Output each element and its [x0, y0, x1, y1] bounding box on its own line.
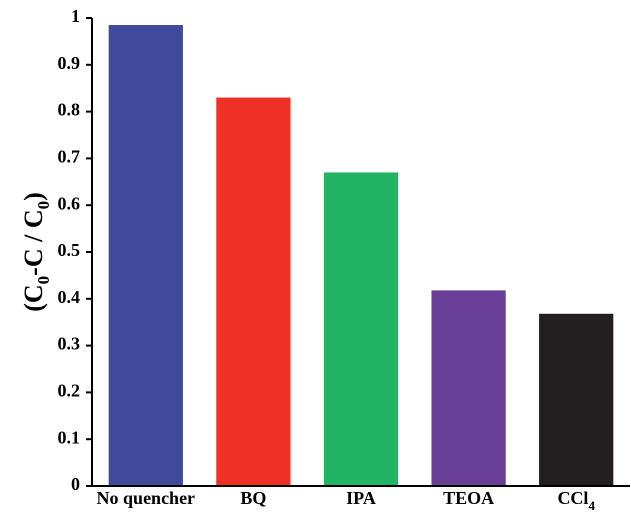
bar: [108, 25, 183, 487]
y-tick-label: 0.4: [58, 287, 81, 307]
bars-group: [108, 25, 614, 487]
y-tick-label: 0.6: [58, 193, 81, 213]
y-axis-title-prefix: (C: [19, 284, 48, 311]
y-tick-label: 0.7: [58, 147, 81, 167]
x-category-label: No quencher: [97, 488, 196, 508]
y-tick-label: 0.9: [58, 53, 81, 73]
y-tick-label: 0.3: [58, 334, 81, 354]
x-category-label: BQ: [240, 488, 266, 508]
x-category-label: IPA: [346, 488, 376, 508]
bar: [431, 290, 506, 486]
x-category-label: TEOA: [443, 488, 494, 508]
x-category-label: CCl4: [557, 488, 595, 513]
bar: [216, 97, 291, 486]
y-tick-label: 0.1: [58, 427, 81, 447]
y-axis-title-sub1: 0: [34, 276, 53, 285]
y-axis-title-suffix: ): [19, 192, 48, 201]
y-tick-label: 0.5: [58, 240, 81, 260]
y-tick-label: 0: [71, 474, 80, 494]
y-ticks-group: 0 0.1 0.2 0.3 0.4 0.5 0.6 0.7 0.8 0.9 1: [58, 6, 92, 494]
y-axis-title-mid: -C / C: [19, 209, 48, 275]
y-axis-title-sub2: 0: [34, 201, 53, 210]
x-labels-group: No quencher BQ IPA TEOA CCl4: [97, 488, 596, 513]
y-axis-title: (C0-C / C0): [19, 192, 53, 312]
bar: [323, 172, 399, 486]
y-axis-title-group: (C0-C / C0): [19, 192, 53, 312]
y-tick-label: 0.2: [58, 381, 81, 401]
bar: [539, 313, 614, 486]
y-tick-label: 0.8: [58, 100, 81, 120]
y-tick-label: 1: [71, 6, 80, 26]
